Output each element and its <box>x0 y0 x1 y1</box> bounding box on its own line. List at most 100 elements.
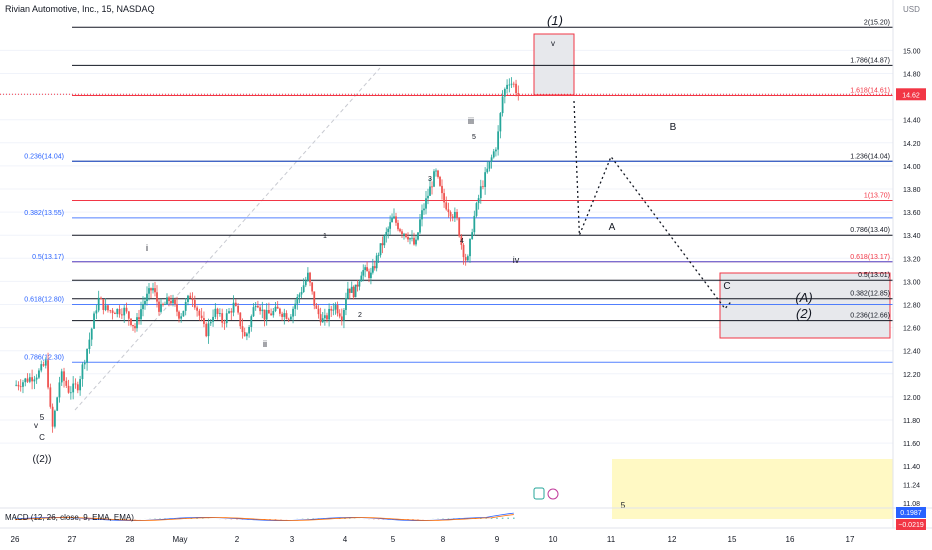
price-tick-label: 14.20 <box>903 141 921 148</box>
macd-histogram-bar <box>412 519 414 520</box>
candle-body <box>248 326 250 334</box>
fib-retracement-label: 0.236(14.04) <box>24 153 64 160</box>
fib-level-label: 1.618(14.61) <box>850 87 890 94</box>
wave-label: v <box>551 39 555 48</box>
candle-body <box>407 237 409 240</box>
macd-histogram-bar <box>123 519 125 520</box>
candle-body <box>65 380 68 386</box>
candle-body <box>19 386 22 388</box>
candle-body <box>118 308 121 315</box>
wave-label: iv <box>513 255 520 265</box>
candle-body <box>311 282 314 292</box>
candle-body <box>512 83 515 85</box>
candle-body <box>473 215 476 233</box>
candle-body <box>464 257 467 261</box>
candle-body <box>187 295 189 302</box>
candle-body <box>383 235 386 246</box>
candle-body <box>102 299 105 311</box>
date-tick-label: 3 <box>290 535 295 544</box>
candle-body <box>460 236 463 245</box>
candle-body <box>120 314 123 316</box>
candle-body <box>90 328 93 340</box>
macd-histogram-bar <box>88 519 91 520</box>
fib-level-label: 0.786(13.40) <box>850 227 890 234</box>
candle-body <box>315 305 318 309</box>
candle-body <box>144 301 146 305</box>
price-tick-label: 15.00 <box>903 48 921 55</box>
macd-pane: 0.1987 −0.0219 <box>0 487 932 530</box>
candle-body <box>38 370 40 378</box>
candle-body <box>263 309 266 320</box>
candle-body <box>97 297 100 311</box>
date-tick-label: 17 <box>846 535 855 544</box>
candle-body <box>405 233 407 238</box>
price-tick-label: 11.40 <box>903 464 920 471</box>
candle-body <box>72 383 75 393</box>
candle-body <box>221 313 224 323</box>
candle-body <box>419 219 421 233</box>
fib-level-label: 1.236(14.04) <box>850 153 890 160</box>
candle-body <box>475 203 478 216</box>
candle-body <box>415 239 417 245</box>
candle-body <box>140 309 142 320</box>
price-tick-label: 12.00 <box>903 395 921 402</box>
candle-body <box>323 315 326 319</box>
candle-body <box>127 311 130 319</box>
candle-body <box>178 311 180 319</box>
candle-body <box>95 310 98 314</box>
candle-body <box>309 272 311 283</box>
candle-body <box>60 371 63 383</box>
candle-body <box>421 210 423 220</box>
candle-body <box>391 218 393 223</box>
wave-label: v <box>34 421 38 430</box>
candle-body <box>356 284 359 287</box>
wave-label: ii <box>263 339 267 349</box>
candles <box>15 77 520 433</box>
price-tick-label: 13.40 <box>903 233 921 240</box>
wave-label: i <box>146 243 148 253</box>
fib-retracement-label: 0.382(13.55) <box>24 210 64 217</box>
candle-body <box>441 185 443 194</box>
candle-body <box>189 295 192 299</box>
candle-body <box>471 232 474 239</box>
price-tick-label: 12.40 <box>903 349 921 356</box>
fib-level-label: 0.382(12.85) <box>850 291 890 298</box>
wave-label: 1 <box>323 233 327 240</box>
price-tick-label: 12.80 <box>903 303 921 310</box>
candle-body <box>123 307 126 316</box>
candle-body <box>411 237 413 239</box>
macd-histogram-bar <box>344 518 346 519</box>
price-tick-label: 11.24 <box>903 483 920 490</box>
candle-body <box>168 297 170 302</box>
price-tick-label: 11.08 <box>903 501 920 508</box>
candle-body <box>219 313 221 315</box>
macd-histogram-bar <box>190 518 193 519</box>
candle-body <box>417 232 419 240</box>
candle-body <box>508 84 511 86</box>
signal-value-badge <box>896 519 926 530</box>
candle-body <box>146 293 148 302</box>
candle-body <box>517 93 520 95</box>
candle-body <box>172 299 174 304</box>
candle-body <box>449 212 452 217</box>
candle-body <box>193 300 196 308</box>
candle-body <box>501 96 504 114</box>
candle-body <box>437 170 439 177</box>
macd-histogram-bar <box>377 519 380 520</box>
candle-body <box>100 297 102 300</box>
price-tick-label: 11.60 <box>903 441 920 448</box>
last-price-value: 14.62 <box>902 92 920 99</box>
candle-body <box>22 382 24 387</box>
candle-body <box>294 303 297 309</box>
candle-body <box>148 288 150 294</box>
fibonacci-levels: 2(15.20) 1.786(14.87) 1.618(14.61) 1.236(14… <box>0 19 893 363</box>
candle-body <box>340 316 343 321</box>
candle-body <box>162 304 164 305</box>
macd-histogram-bar <box>501 517 504 519</box>
candle-body <box>366 267 368 272</box>
price-tick-label: 12.60 <box>903 326 921 333</box>
annotation-boxes <box>74 33 893 519</box>
candle-body <box>334 305 337 310</box>
candle-body <box>130 318 132 326</box>
